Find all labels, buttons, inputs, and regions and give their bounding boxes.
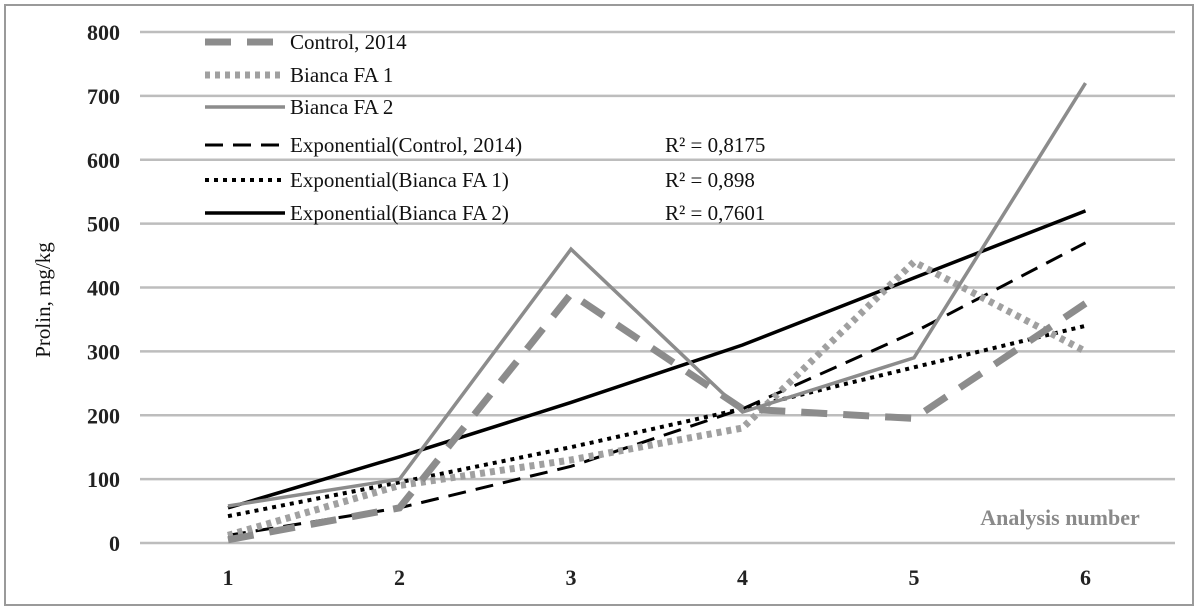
y-tick-labels: 0 100 200 300 400 500 600 700 800 (87, 20, 120, 556)
y-tick-label: 400 (87, 276, 120, 301)
r-squared-label: R² = 0,7601 (665, 201, 765, 225)
y-tick-label: 0 (109, 531, 120, 556)
series-lines (227, 82, 1088, 544)
x-tick-label: 4 (737, 565, 748, 590)
x-tick-label: 3 (566, 565, 577, 590)
x-tick-label: 1 (223, 565, 234, 590)
y-tick-label: 600 (87, 148, 120, 173)
x-tick-labels: 1 2 3 4 5 6 (223, 565, 1092, 590)
y-tick-label: 500 (87, 212, 120, 237)
y-tick-label: 800 (87, 20, 120, 45)
x-axis-label: Analysis number (980, 505, 1140, 530)
y-tick-label: 200 (87, 403, 120, 428)
series-line (227, 323, 1086, 519)
series-line (227, 209, 1087, 510)
x-tick-label: 2 (394, 565, 405, 590)
x-tick-label: 6 (1080, 565, 1091, 590)
x-tick-label: 5 (909, 565, 920, 590)
legend-label: Bianca FA 2 (290, 95, 393, 119)
legend: Control, 2014 Bianca FA 1 Bianca FA 2 Expon… (205, 30, 765, 225)
legend-label: Control, 2014 (290, 30, 407, 54)
r-squared-label: R² = 0,8175 (665, 133, 765, 157)
legend-label: Exponential(Control, 2014) (290, 133, 522, 157)
y-axis-label: Prolin, mg/kg (31, 242, 55, 358)
series-line (227, 289, 1088, 544)
series-line (227, 82, 1087, 508)
chart-frame (4, 4, 1194, 606)
legend-label: Exponential(Bianca FA 1) (290, 168, 509, 192)
legend-label: Exponential(Bianca FA 2) (290, 201, 509, 225)
y-tick-label: 300 (87, 339, 120, 364)
gridlines (140, 30, 1175, 545)
y-tick-label: 700 (87, 84, 120, 109)
legend-label: Bianca FA 1 (290, 63, 393, 87)
r-squared-label: R² = 0,898 (665, 168, 755, 192)
y-tick-label: 100 (87, 467, 120, 492)
